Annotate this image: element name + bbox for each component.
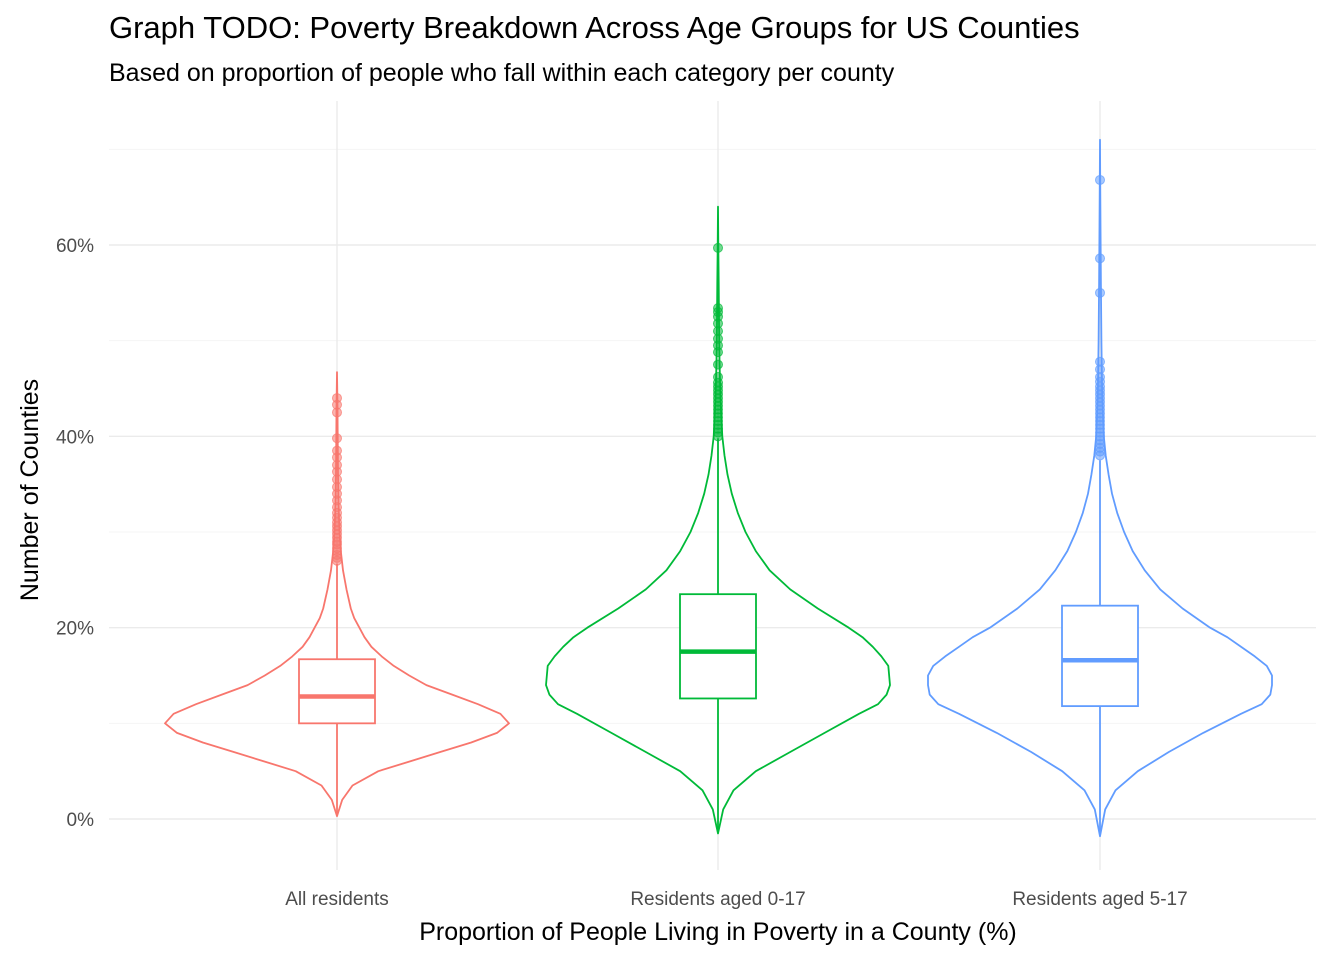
- outlier-point: [1095, 174, 1105, 185]
- x-axis-ticks: All residents Residents aged 0-17 Resident…: [285, 889, 1187, 910]
- chart-title: Graph TODO: Poverty Breakdown Across Age…: [109, 10, 1080, 45]
- violin-group: [164, 371, 510, 817]
- grid: [109, 101, 1316, 870]
- outlier-point: [713, 359, 723, 370]
- violin-group: [545, 205, 891, 835]
- y-axis-ticks: 0% 20% 40% 60%: [56, 236, 94, 831]
- box-iqr: [298, 658, 376, 725]
- violin-group: [927, 138, 1273, 838]
- x-tick-label: All residents: [285, 889, 389, 910]
- outlier-point: [713, 372, 723, 383]
- x-tick-label: Residents aged 5-17: [1012, 889, 1187, 910]
- violin-outline: [545, 205, 891, 835]
- box-iqr: [1061, 604, 1139, 708]
- outlier-point: [332, 433, 342, 444]
- y-tick-label: 60%: [56, 236, 94, 257]
- outlier-point: [713, 242, 723, 253]
- violin-outline: [164, 371, 510, 817]
- violins: [164, 138, 1273, 838]
- outlier-point: [332, 393, 342, 404]
- box-iqr: [679, 593, 757, 700]
- outlier-point: [332, 445, 342, 456]
- y-tick-label: 0%: [67, 810, 95, 831]
- chart-subtitle: Based on proportion of people who fall w…: [109, 59, 895, 87]
- outlier-point: [713, 303, 723, 314]
- y-tick-label: 40%: [56, 427, 94, 448]
- outlier-point: [1095, 287, 1105, 298]
- outlier-point: [1095, 253, 1105, 264]
- y-axis-title: Number of Counties: [16, 379, 44, 601]
- outlier-point: [1095, 356, 1105, 367]
- violin-outline: [927, 138, 1273, 838]
- y-tick-label: 20%: [56, 619, 94, 640]
- x-axis-title: Proportion of People Living in Poverty i…: [419, 918, 1017, 946]
- x-tick-label: Residents aged 0-17: [630, 889, 805, 910]
